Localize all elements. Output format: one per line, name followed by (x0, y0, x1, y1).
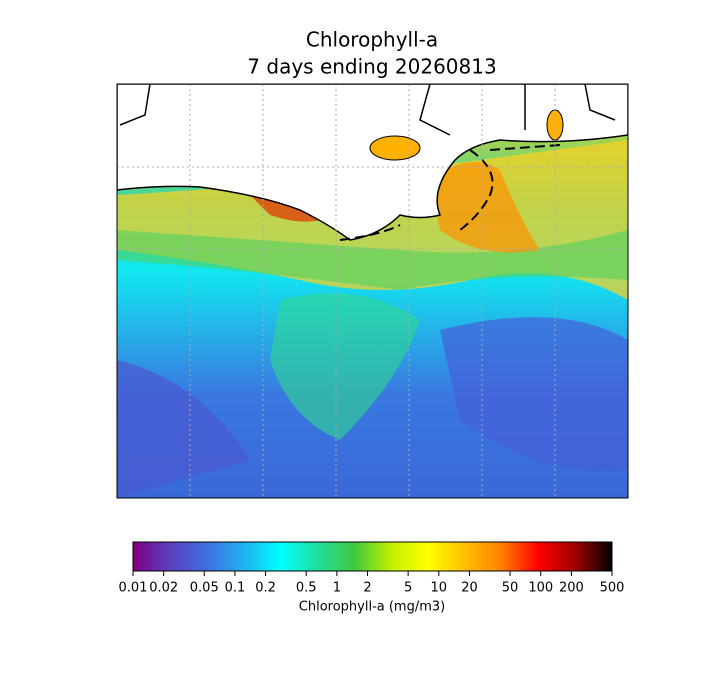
tick-label: 200 (559, 581, 584, 596)
tick-label: 0.01 (119, 581, 148, 596)
map-frame (116, 83, 629, 499)
tick-label: 500 (600, 581, 625, 596)
title: Chlorophyll-a (306, 28, 438, 52)
tick-label: 0.5 (296, 581, 317, 596)
tick-label: 0.1 (225, 581, 246, 596)
tick-label: 0.02 (149, 581, 178, 596)
colorbar (132, 541, 613, 572)
tick-label: 100 (528, 581, 553, 596)
tick-label: 2 (363, 581, 371, 596)
tick-label: 10 (431, 581, 448, 596)
tick-label: 0.05 (190, 581, 219, 596)
tick-label: 1 (333, 581, 341, 596)
tick-label: 50 (502, 581, 519, 596)
map (117, 84, 628, 498)
colorbar-label: Chlorophyll-a (mg/m3) (299, 600, 445, 615)
tick-label: 0.2 (255, 581, 276, 596)
subtitle: 7 days ending 20260813 (247, 55, 496, 79)
tick-label: 20 (461, 581, 478, 596)
tick-label: 5 (404, 581, 412, 596)
